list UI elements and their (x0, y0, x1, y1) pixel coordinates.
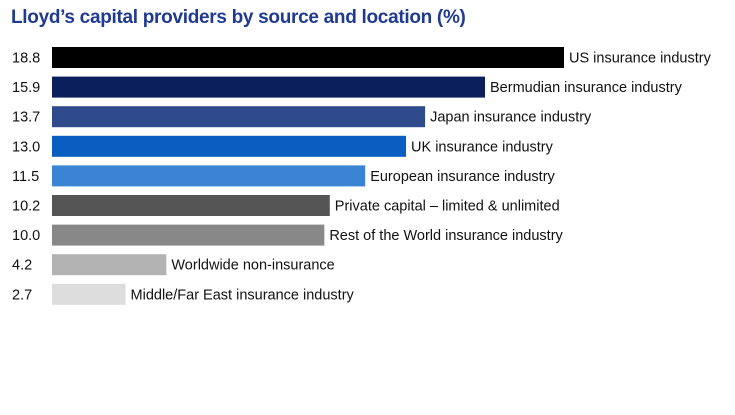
category-label: US insurance industry (569, 51, 712, 67)
category-label: UK insurance industry (411, 139, 554, 155)
value-label: 18.8 (12, 51, 40, 67)
bar (52, 254, 167, 276)
bar (52, 106, 426, 128)
category-label: Middle/Far East insurance industry (131, 287, 355, 303)
value-label: 15.9 (12, 80, 40, 96)
value-label: 13.0 (12, 139, 40, 155)
category-label: Worldwide non-insurance (171, 258, 334, 274)
category-label: Private capital – limited & unlimited (335, 199, 560, 215)
bar (52, 195, 330, 216)
chart-title: Lloyd’s capital providers by source and … (11, 7, 466, 28)
category-label: Japan insurance industry (430, 110, 592, 126)
bar (52, 47, 564, 68)
category-label: Rest of the World insurance industry (329, 228, 563, 244)
value-label: 4.2 (12, 258, 32, 274)
value-label: 10.0 (12, 228, 40, 244)
value-label: 13.7 (12, 110, 40, 126)
bar (52, 224, 325, 246)
bar (52, 165, 366, 187)
category-label: Bermudian insurance industry (490, 80, 683, 96)
bar (52, 135, 407, 157)
category-label: European insurance industry (370, 169, 555, 185)
value-label: 11.5 (12, 169, 39, 185)
value-label: 10.2 (12, 199, 40, 215)
bar (52, 76, 486, 98)
value-label: 2.7 (12, 287, 32, 303)
bar (52, 283, 126, 305)
